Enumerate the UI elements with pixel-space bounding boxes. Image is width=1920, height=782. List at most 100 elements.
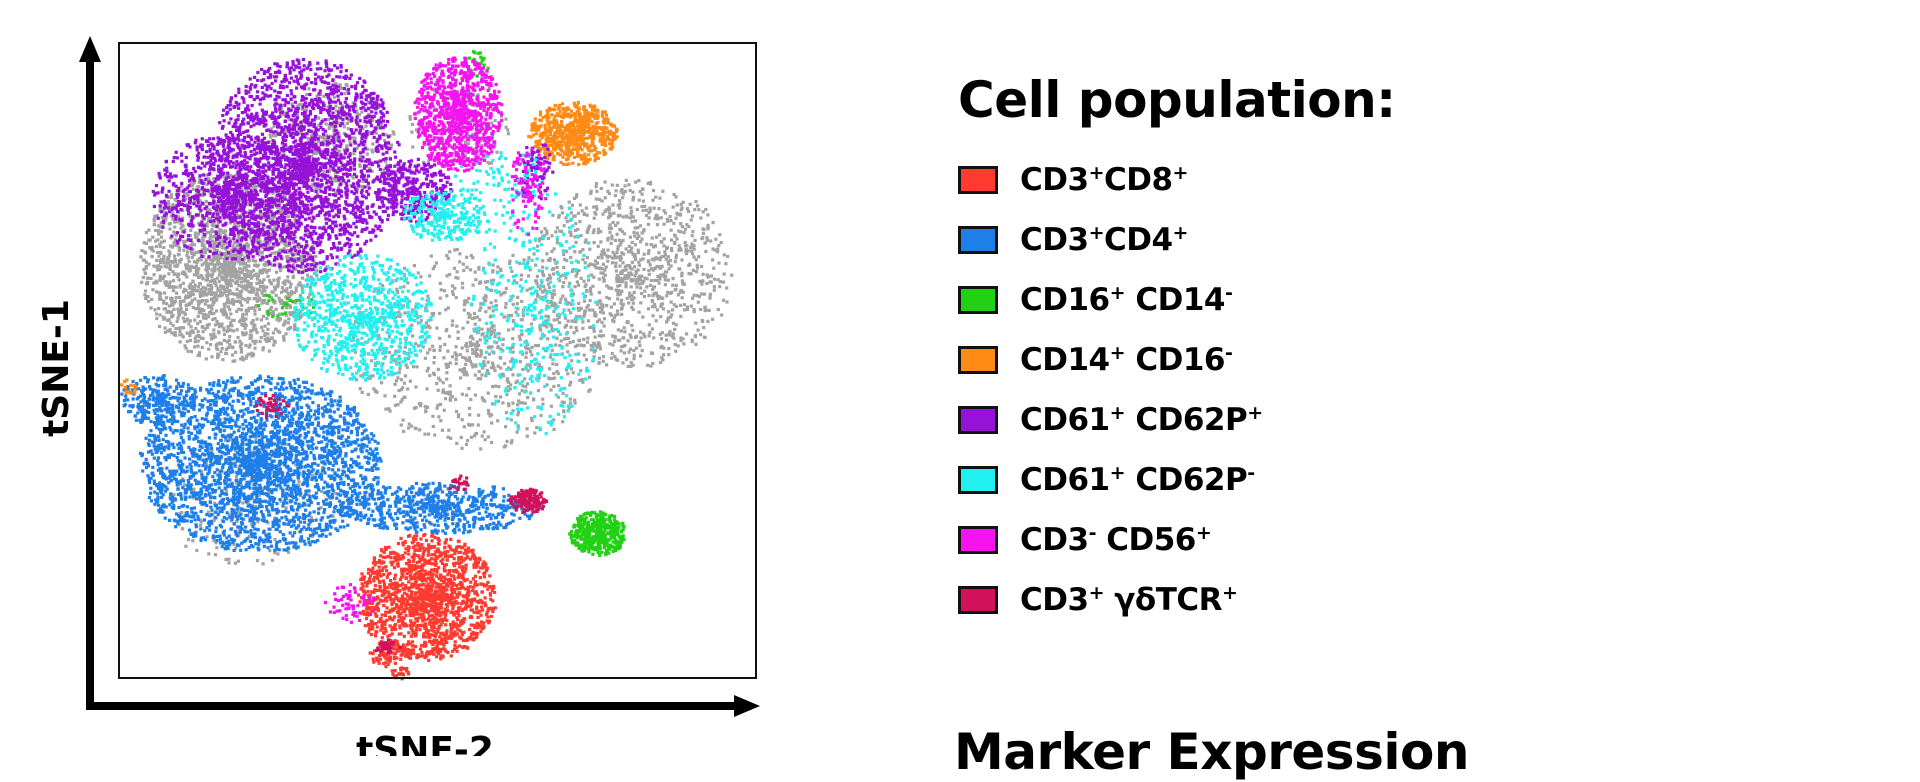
data-point [543, 227, 547, 231]
data-point [639, 354, 643, 358]
data-point [536, 389, 541, 393]
data-point [448, 384, 452, 388]
data-point [465, 345, 469, 349]
data-point [334, 191, 338, 196]
data-point [203, 327, 207, 331]
tsne-plot: tSNE-1 tSNE-2 [36, 36, 760, 756]
data-point [577, 283, 581, 287]
data-point [176, 307, 180, 311]
data-point [270, 336, 274, 340]
data-point [168, 266, 172, 270]
data-point [526, 369, 530, 373]
data-point [620, 306, 624, 310]
data-point [204, 268, 208, 272]
data-point [181, 224, 185, 228]
data-point [273, 551, 277, 555]
data-point [574, 195, 578, 199]
data-point [375, 569, 379, 573]
data-point [704, 207, 708, 212]
data-point [402, 591, 407, 595]
data-point [629, 335, 633, 339]
data-point [584, 358, 589, 362]
data-point [494, 384, 498, 388]
data-point [272, 343, 276, 347]
data-point [699, 216, 703, 220]
data-point [603, 180, 607, 184]
data-point [552, 258, 557, 262]
data-point [408, 379, 412, 383]
data-point [219, 244, 223, 248]
data-point [479, 350, 483, 354]
data-point [213, 293, 217, 297]
data-point [235, 474, 239, 479]
data-point [218, 211, 222, 215]
data-point [293, 311, 297, 315]
data-point [616, 221, 620, 225]
data-point [282, 130, 287, 134]
data-point [606, 189, 610, 193]
data-point [224, 233, 228, 237]
data-point [439, 559, 443, 563]
data-point [530, 416, 534, 420]
data-point [189, 329, 193, 334]
data-point [601, 355, 606, 359]
data-point [253, 309, 257, 313]
data-point [369, 359, 374, 363]
data-point [220, 308, 224, 312]
data-point [266, 274, 270, 278]
data-point [191, 539, 195, 543]
data-point [180, 184, 184, 188]
data-point [442, 563, 447, 568]
data-point [226, 262, 230, 266]
data-point [589, 325, 594, 329]
data-point [674, 195, 678, 199]
data-point [280, 158, 284, 162]
data-point [473, 329, 477, 333]
data-point [235, 287, 239, 291]
data-point [400, 567, 404, 571]
data-point [204, 313, 208, 317]
data-point [162, 317, 166, 321]
data-point [152, 217, 156, 221]
data-point [175, 243, 179, 247]
data-point [595, 207, 599, 211]
data-point [346, 127, 350, 131]
data-point [597, 197, 602, 201]
data-point [217, 183, 221, 187]
data-point [473, 373, 477, 377]
data-point [411, 559, 415, 563]
data-point [628, 235, 632, 239]
data-point [410, 130, 414, 134]
data-point [397, 584, 401, 588]
data-point [609, 305, 613, 309]
data-point [473, 350, 477, 354]
data-point [197, 180, 201, 185]
data-point [254, 272, 258, 276]
data-point [571, 371, 575, 375]
data-point [515, 379, 519, 383]
data-point [285, 256, 289, 261]
data-point [474, 344, 478, 348]
data-point [218, 325, 222, 329]
data-point [256, 520, 260, 524]
data-point [219, 292, 223, 296]
data-point [235, 272, 239, 276]
data-point [453, 644, 457, 648]
data-point [413, 544, 417, 548]
data-point [390, 563, 394, 567]
data-point [279, 265, 284, 270]
data-point [261, 346, 265, 350]
data-point [199, 258, 203, 262]
data-point [286, 321, 290, 325]
data-point [653, 305, 657, 309]
data-point [471, 348, 475, 352]
data-point [293, 325, 297, 329]
data-point [658, 196, 662, 200]
data-point [611, 343, 615, 347]
data-point [361, 185, 365, 189]
data-point [258, 271, 262, 275]
data-point [225, 274, 229, 278]
data-point [425, 405, 430, 409]
data-point [171, 314, 175, 318]
data-point [521, 384, 525, 388]
